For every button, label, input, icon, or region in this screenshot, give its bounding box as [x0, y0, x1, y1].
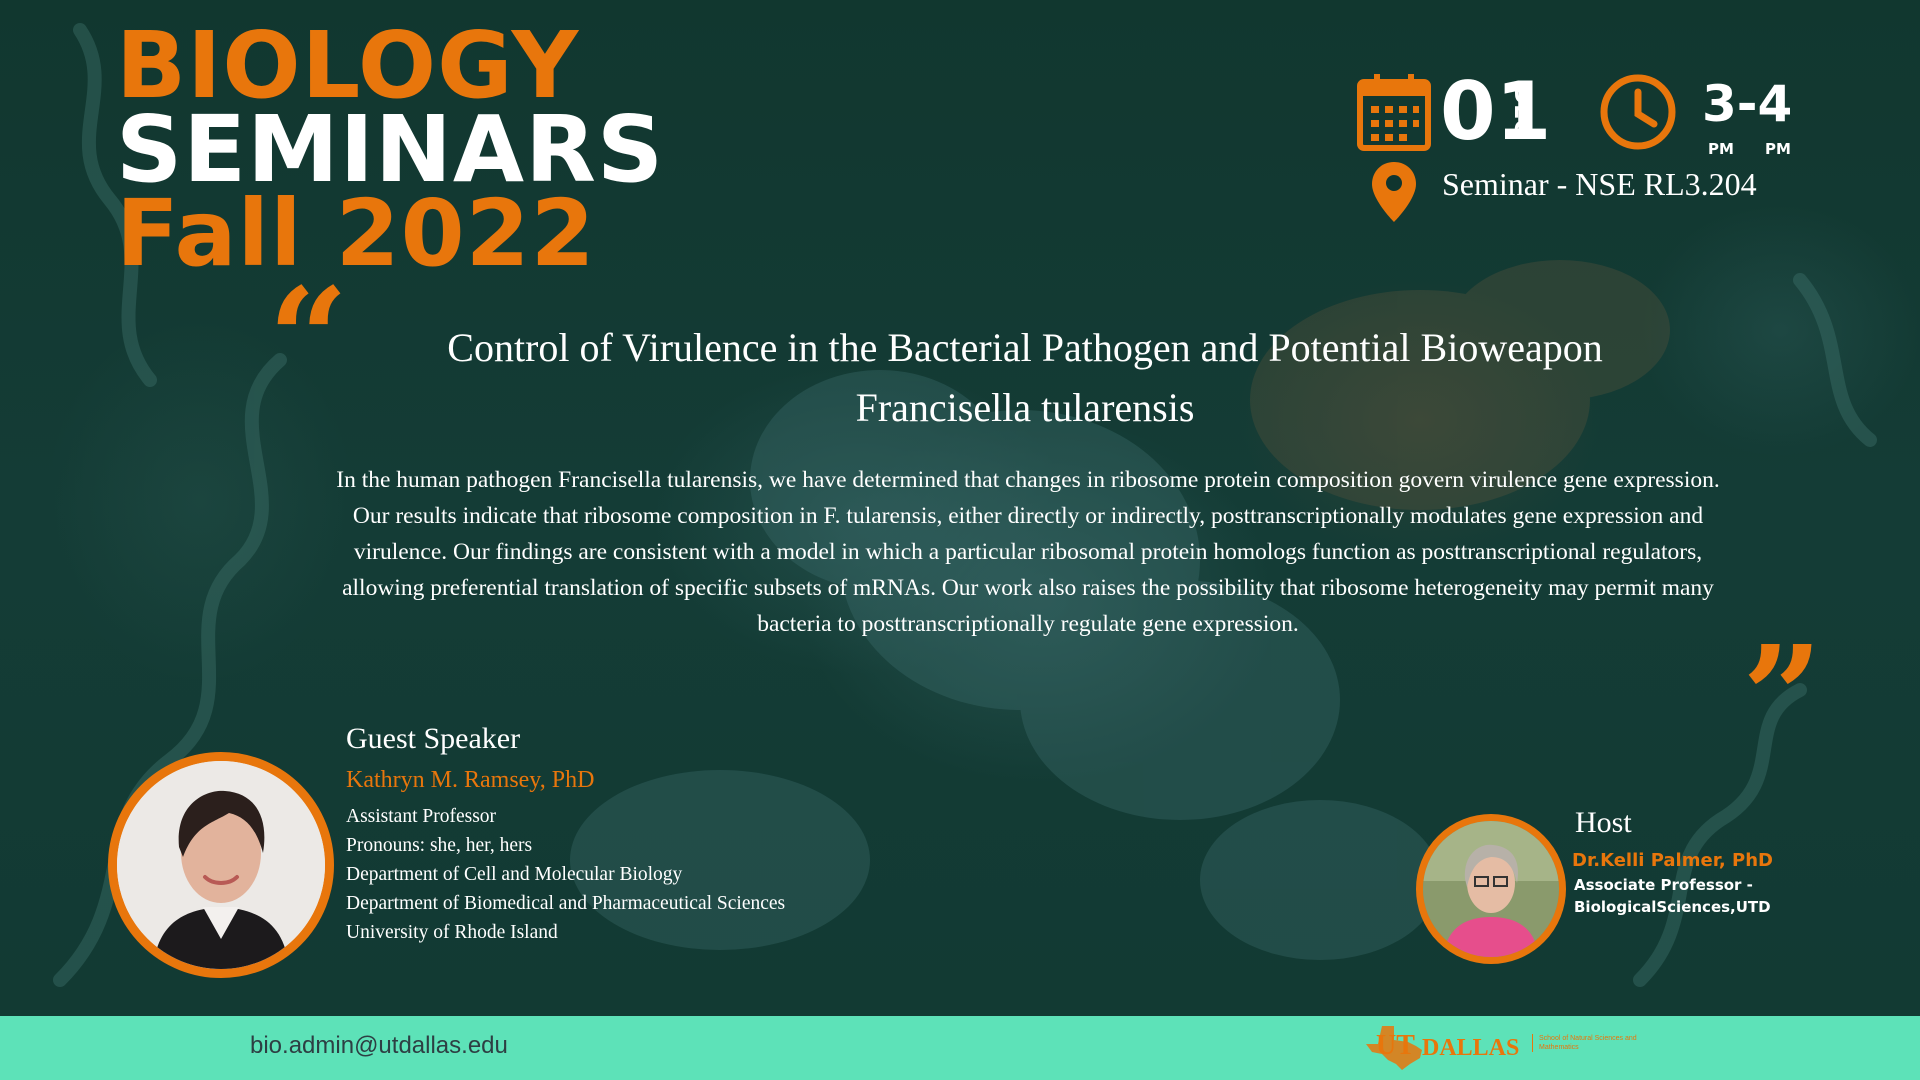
- event-time: 3-4: [1702, 76, 1792, 132]
- speaker-portrait: [117, 761, 325, 969]
- guest-speaker-detail: Pronouns: she, her, hers: [346, 831, 785, 860]
- host-title: Associate Professor -: [1574, 876, 1753, 894]
- event-month: DEC: [1509, 86, 1534, 135]
- guest-speaker-detail: University of Rhode Island: [346, 918, 785, 947]
- host-heading: Host: [1575, 806, 1632, 840]
- close-quote-mark: ”: [1742, 628, 1823, 768]
- guest-speaker-details: Assistant Professor Pronouns: she, her, …: [346, 802, 785, 947]
- title-term: Fall 2022: [116, 192, 664, 276]
- footer-bar: bio.admin@utdallas.edu UT DALLAS School …: [0, 1016, 1920, 1080]
- host-portrait: [1423, 821, 1559, 957]
- host-name: Dr.Kelli Palmer, PhD: [1572, 850, 1773, 871]
- calendar-icon: [1356, 72, 1432, 152]
- logo-ut-text: UT: [1376, 1030, 1415, 1062]
- host-affiliation: BiologicalSciences,UTD: [1574, 898, 1771, 916]
- talk-abstract: In the human pathogen Francisella tulare…: [318, 462, 1738, 642]
- series-title: BIOLOGY SEMINARS Fall 2022: [116, 24, 664, 276]
- time-suffix-start: PM: [1708, 140, 1734, 158]
- talk-title: Control of Virulence in the Bacterial Pa…: [330, 318, 1720, 438]
- guest-speaker-detail: Department of Biomedical and Pharmaceuti…: [346, 889, 785, 918]
- logo-dallas-text: DALLAS: [1422, 1035, 1519, 1062]
- utd-logo: UT DALLAS School of Natural Sciences and…: [1362, 1022, 1662, 1074]
- guest-speaker-name: Kathryn M. Ramsey, PhD: [346, 767, 594, 794]
- talk-title-line1: Control of Virulence in the Bacterial Pa…: [330, 318, 1720, 378]
- speaker-photo: [108, 752, 334, 978]
- contact-email[interactable]: bio.admin@utdallas.edu: [250, 1032, 508, 1060]
- event-venue: Seminar - NSE RL3.204: [1442, 164, 1757, 204]
- logo-school-text: School of Natural Sciences and Mathemati…: [1532, 1034, 1649, 1052]
- guest-speaker-detail: Assistant Professor: [346, 802, 785, 831]
- location-pin-icon: [1370, 160, 1418, 224]
- guest-speaker-heading: Guest Speaker: [346, 722, 520, 756]
- event-day: 01: [1440, 70, 1551, 154]
- host-photo: [1416, 814, 1566, 964]
- talk-title-line2: Francisella tularensis: [330, 378, 1720, 438]
- time-suffix-end: PM: [1765, 140, 1791, 158]
- clock-icon: [1598, 72, 1678, 152]
- guest-speaker-detail: Department of Cell and Molecular Biology: [346, 860, 785, 889]
